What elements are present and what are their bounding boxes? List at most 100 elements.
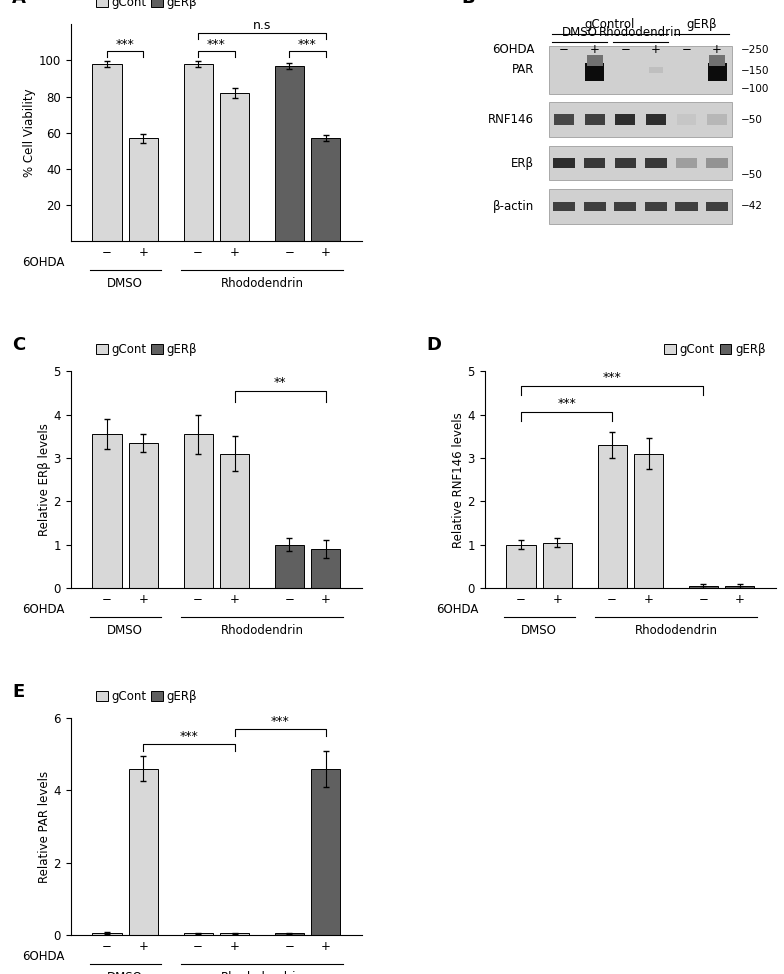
Text: 6OHDA: 6OHDA [23,951,65,963]
Text: 6OHDA: 6OHDA [492,43,534,56]
Bar [549,102,732,137]
Text: Rhododendrin: Rhododendrin [220,624,303,637]
Text: ***: *** [557,397,576,410]
Bar [676,202,698,211]
Text: 6OHDA: 6OHDA [23,256,65,270]
Text: ***: *** [207,38,226,51]
Text: Rhododendrin: Rhododendrin [220,277,303,290]
Text: −250: −250 [741,45,770,55]
Bar [725,586,754,588]
Bar [129,138,158,242]
Text: −50: −50 [741,115,763,125]
Text: RNF146: RNF146 [488,113,534,127]
Bar [708,63,727,82]
Bar [549,189,732,224]
Text: ***: *** [298,38,317,51]
Bar [676,158,697,168]
Bar [706,202,728,211]
Bar [634,454,663,588]
Text: ***: *** [603,371,622,385]
Bar [311,549,340,588]
Text: Rhododendrin: Rhododendrin [634,624,717,637]
Text: −100: −100 [741,84,770,94]
Bar [183,64,212,242]
Text: D: D [426,336,441,354]
Text: −50: −50 [741,170,763,180]
Bar [274,66,304,242]
Text: A: A [13,0,26,7]
Y-axis label: Relative ERβ levels: Relative ERβ levels [38,424,50,536]
Y-axis label: Relative PAR levels: Relative PAR levels [38,770,50,882]
Bar [614,202,637,211]
Text: DMSO: DMSO [107,277,143,290]
Text: −: − [559,43,569,56]
Legend: gCont, gERβ: gCont, gERβ [91,338,201,360]
Bar [549,146,732,180]
Bar [554,158,575,168]
Bar [585,114,604,126]
Bar [649,67,662,73]
Text: ***: *** [116,38,135,51]
Text: DMSO: DMSO [107,971,143,974]
Text: Rhododendrin: Rhododendrin [220,971,303,974]
Bar [183,933,212,935]
Text: −: − [620,43,630,56]
Bar [93,933,122,935]
Text: C: C [13,336,26,354]
Text: n.s: n.s [252,19,271,32]
Bar [583,202,606,211]
Bar [220,933,249,935]
Bar [597,445,626,588]
Text: 6OHDA: 6OHDA [437,603,479,617]
Text: DMSO: DMSO [561,26,597,39]
Text: −42: −42 [741,202,763,211]
Y-axis label: % Cell Viability: % Cell Viability [23,89,36,177]
Bar [129,443,158,588]
Bar [584,158,605,168]
Bar [311,138,340,242]
Bar [585,63,604,82]
Bar [586,56,603,65]
Text: +: + [712,43,722,56]
Bar [615,158,636,168]
Text: ***: *** [270,715,289,729]
Bar [183,434,212,588]
Bar [688,586,718,588]
Bar [706,158,728,168]
Text: gERβ: gERβ [687,18,717,31]
Text: B: B [461,0,475,7]
Text: gControl: gControl [585,18,635,31]
Bar [707,114,727,126]
Legend: gCont, gERβ: gCont, gERβ [659,338,770,360]
Bar [129,768,158,935]
Text: ERβ: ERβ [511,157,534,169]
Bar [549,46,732,94]
Text: −: − [681,43,691,56]
Text: Rhododendrin: Rhododendrin [599,26,682,39]
Bar [646,114,666,126]
Bar [554,114,574,126]
Text: β-actin: β-actin [493,200,534,213]
Bar [220,454,249,588]
Bar [543,543,572,588]
Text: 6OHDA: 6OHDA [23,603,65,617]
Bar [553,202,575,211]
Text: DMSO: DMSO [107,624,143,637]
Bar [274,933,304,935]
Bar [311,768,340,935]
Y-axis label: Relative RNF146 levels: Relative RNF146 levels [452,412,465,547]
Bar [506,544,535,588]
Bar [274,544,304,588]
Text: +: + [590,43,600,56]
Text: PAR: PAR [512,63,534,76]
Legend: gCont, gERβ: gCont, gERβ [91,685,201,707]
Bar [93,64,122,242]
Bar [220,93,249,242]
Legend: gCont, gERβ: gCont, gERβ [91,0,201,14]
Bar [615,114,635,126]
Text: **: ** [274,376,286,389]
Text: E: E [13,683,24,700]
Bar [645,158,666,168]
Text: ***: *** [180,730,198,743]
Bar [93,434,122,588]
